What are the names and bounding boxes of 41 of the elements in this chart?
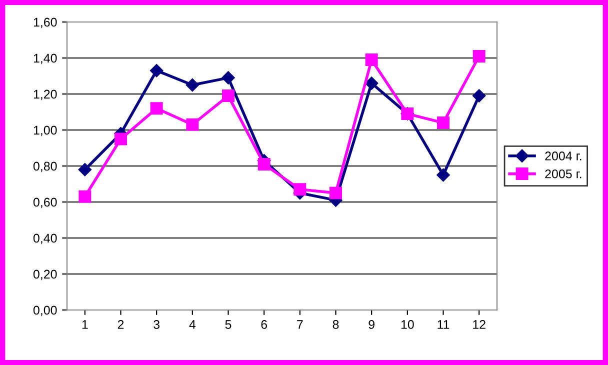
- x-tick-label: 12: [473, 320, 486, 329]
- x-tick-label: 11: [438, 320, 450, 329]
- point: [186, 78, 200, 92]
- point: [78, 163, 92, 176]
- point: [364, 76, 378, 90]
- x-tick-label: 5: [225, 320, 232, 329]
- y-tick-label: 1,40: [34, 54, 57, 64]
- legend-label: 2004 г.: [545, 152, 582, 160]
- y-tick-label: 0,20: [33, 270, 57, 280]
- point: [114, 132, 127, 146]
- y-tick-label: 0,80: [33, 162, 57, 172]
- point: [294, 183, 306, 196]
- y-tick-label: 0,00: [33, 306, 57, 316]
- x-tick-label: 1: [82, 320, 88, 329]
- y-tick-label: 1,20: [34, 90, 57, 100]
- point: [222, 71, 235, 84]
- point: [330, 186, 342, 200]
- point: [437, 116, 450, 130]
- legend-label: 2005 г.: [545, 169, 582, 178]
- x-tick-label: 6: [261, 320, 268, 329]
- point: [222, 90, 234, 102]
- x-tick-label: 3: [154, 320, 160, 329]
- x-tick-label: 7: [297, 320, 303, 329]
- point: [78, 190, 92, 203]
- y-tick-label: 0,40: [33, 234, 57, 244]
- x-tick-label: 2: [118, 320, 124, 329]
- y-tick-label: 1,00: [34, 126, 57, 136]
- point: [150, 64, 164, 78]
- point: [186, 118, 199, 131]
- point: [150, 102, 163, 115]
- point: [472, 50, 486, 62]
- x-tick-label: 10: [401, 320, 414, 329]
- point: [365, 54, 378, 66]
- x-tick-label: 4: [189, 320, 196, 329]
- y-tick-label: 0,60: [33, 198, 57, 208]
- x-tick-label: 8: [332, 320, 339, 329]
- point: [472, 89, 486, 102]
- x-tick-label: 9: [368, 320, 374, 329]
- y-tick-label: 1,60: [34, 18, 57, 28]
- point: [258, 158, 270, 170]
- point: [436, 168, 450, 182]
